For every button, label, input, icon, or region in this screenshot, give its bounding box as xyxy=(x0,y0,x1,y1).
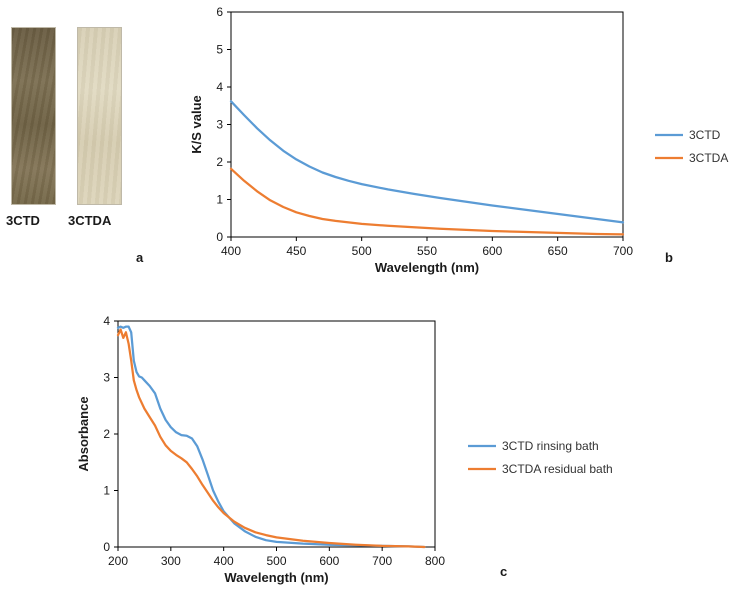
plot-frame xyxy=(117,320,436,548)
y-axis-label: Absorbance xyxy=(76,396,91,471)
fabric-swatch-3ctda xyxy=(77,27,122,205)
x-axis-label: Wavelength (nm) xyxy=(224,570,328,585)
x-tick-label: 600 xyxy=(319,554,339,568)
x-tick-label: 650 xyxy=(548,244,568,258)
x-tick-label: 700 xyxy=(613,244,633,258)
x-tick-label: 500 xyxy=(266,554,286,568)
panel-letter-c: c xyxy=(500,564,508,579)
series-line-3ctda-residual-bath xyxy=(116,328,426,549)
swatch-label-3ctd: 3CTD xyxy=(6,213,40,228)
panel-letter-b: b xyxy=(665,250,673,265)
x-tick-label: 300 xyxy=(161,554,181,568)
series-line-3ctd-rinsing-bath xyxy=(116,325,426,549)
legend-entry: 3CTDA residual bath xyxy=(502,462,613,476)
y-tick-label: 0 xyxy=(216,230,223,244)
y-tick-label: 5 xyxy=(216,43,223,57)
x-tick-label: 600 xyxy=(482,244,502,258)
y-tick-label: 4 xyxy=(216,80,223,94)
legend-entry: 3CTD rinsing bath xyxy=(502,439,599,453)
y-tick-label: 1 xyxy=(216,193,223,207)
y-tick-label: 3 xyxy=(216,118,223,132)
legend-entry: 3CTD xyxy=(689,128,721,142)
y-axis-label: K/S value xyxy=(189,95,204,154)
fabric-swatch-3ctd xyxy=(11,27,56,205)
x-tick-label: 400 xyxy=(221,244,241,258)
y-tick-label: 6 xyxy=(216,5,223,19)
legend-entry: 3CTDA xyxy=(689,151,728,165)
x-tick-label: 800 xyxy=(425,554,445,568)
x-tick-label: 200 xyxy=(108,554,128,568)
y-tick-label: 2 xyxy=(216,155,223,169)
x-tick-label: 400 xyxy=(214,554,234,568)
x-tick-label: 450 xyxy=(286,244,306,258)
series-line-3ctd xyxy=(229,100,625,224)
y-tick-label: 4 xyxy=(103,314,110,328)
panel-letter-a: a xyxy=(136,250,144,265)
x-tick-label: 500 xyxy=(352,244,372,258)
swatch-label-3ctda: 3CTDA xyxy=(68,213,112,228)
x-tick-label: 700 xyxy=(372,554,392,568)
plot-frame xyxy=(230,11,624,238)
y-tick-label: 2 xyxy=(103,427,110,441)
x-axis-label: Wavelength (nm) xyxy=(375,260,479,275)
y-tick-label: 3 xyxy=(103,371,110,385)
y-tick-label: 1 xyxy=(103,484,110,498)
y-tick-label: 0 xyxy=(103,540,110,554)
series-line-3ctda xyxy=(229,167,625,236)
x-tick-label: 550 xyxy=(417,244,437,258)
